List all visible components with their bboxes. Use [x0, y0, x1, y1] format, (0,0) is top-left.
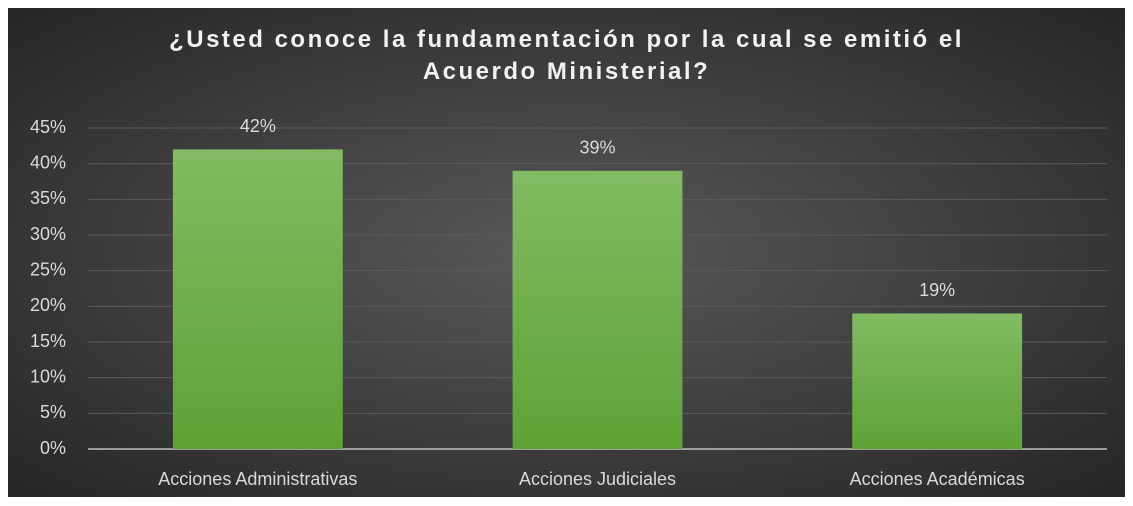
data-label: 39%: [579, 138, 615, 158]
x-tick-label: Acciones Judiciales: [519, 469, 676, 489]
y-tick-label: 45%: [30, 117, 66, 137]
y-tick-label: 0%: [40, 438, 66, 458]
y-tick-label: 40%: [30, 152, 66, 172]
y-tick-label: 25%: [30, 259, 66, 279]
bar: [172, 149, 343, 449]
y-tick-label: 10%: [30, 366, 66, 386]
x-tick-label: Acciones Académicas: [850, 469, 1025, 489]
data-label: 42%: [240, 116, 276, 136]
y-tick-label: 35%: [30, 188, 66, 208]
y-tick-label: 5%: [40, 402, 66, 422]
y-tick-label: 20%: [30, 295, 66, 315]
x-tick-label: Acciones Administrativas: [158, 469, 357, 489]
data-label: 19%: [919, 280, 955, 300]
bar: [512, 170, 683, 450]
chart-title: ¿Usted conoce la fundamentación por la c…: [169, 26, 964, 85]
y-tick-label: 30%: [30, 224, 66, 244]
y-tick-label: 15%: [30, 331, 66, 351]
bar: [852, 313, 1023, 449]
